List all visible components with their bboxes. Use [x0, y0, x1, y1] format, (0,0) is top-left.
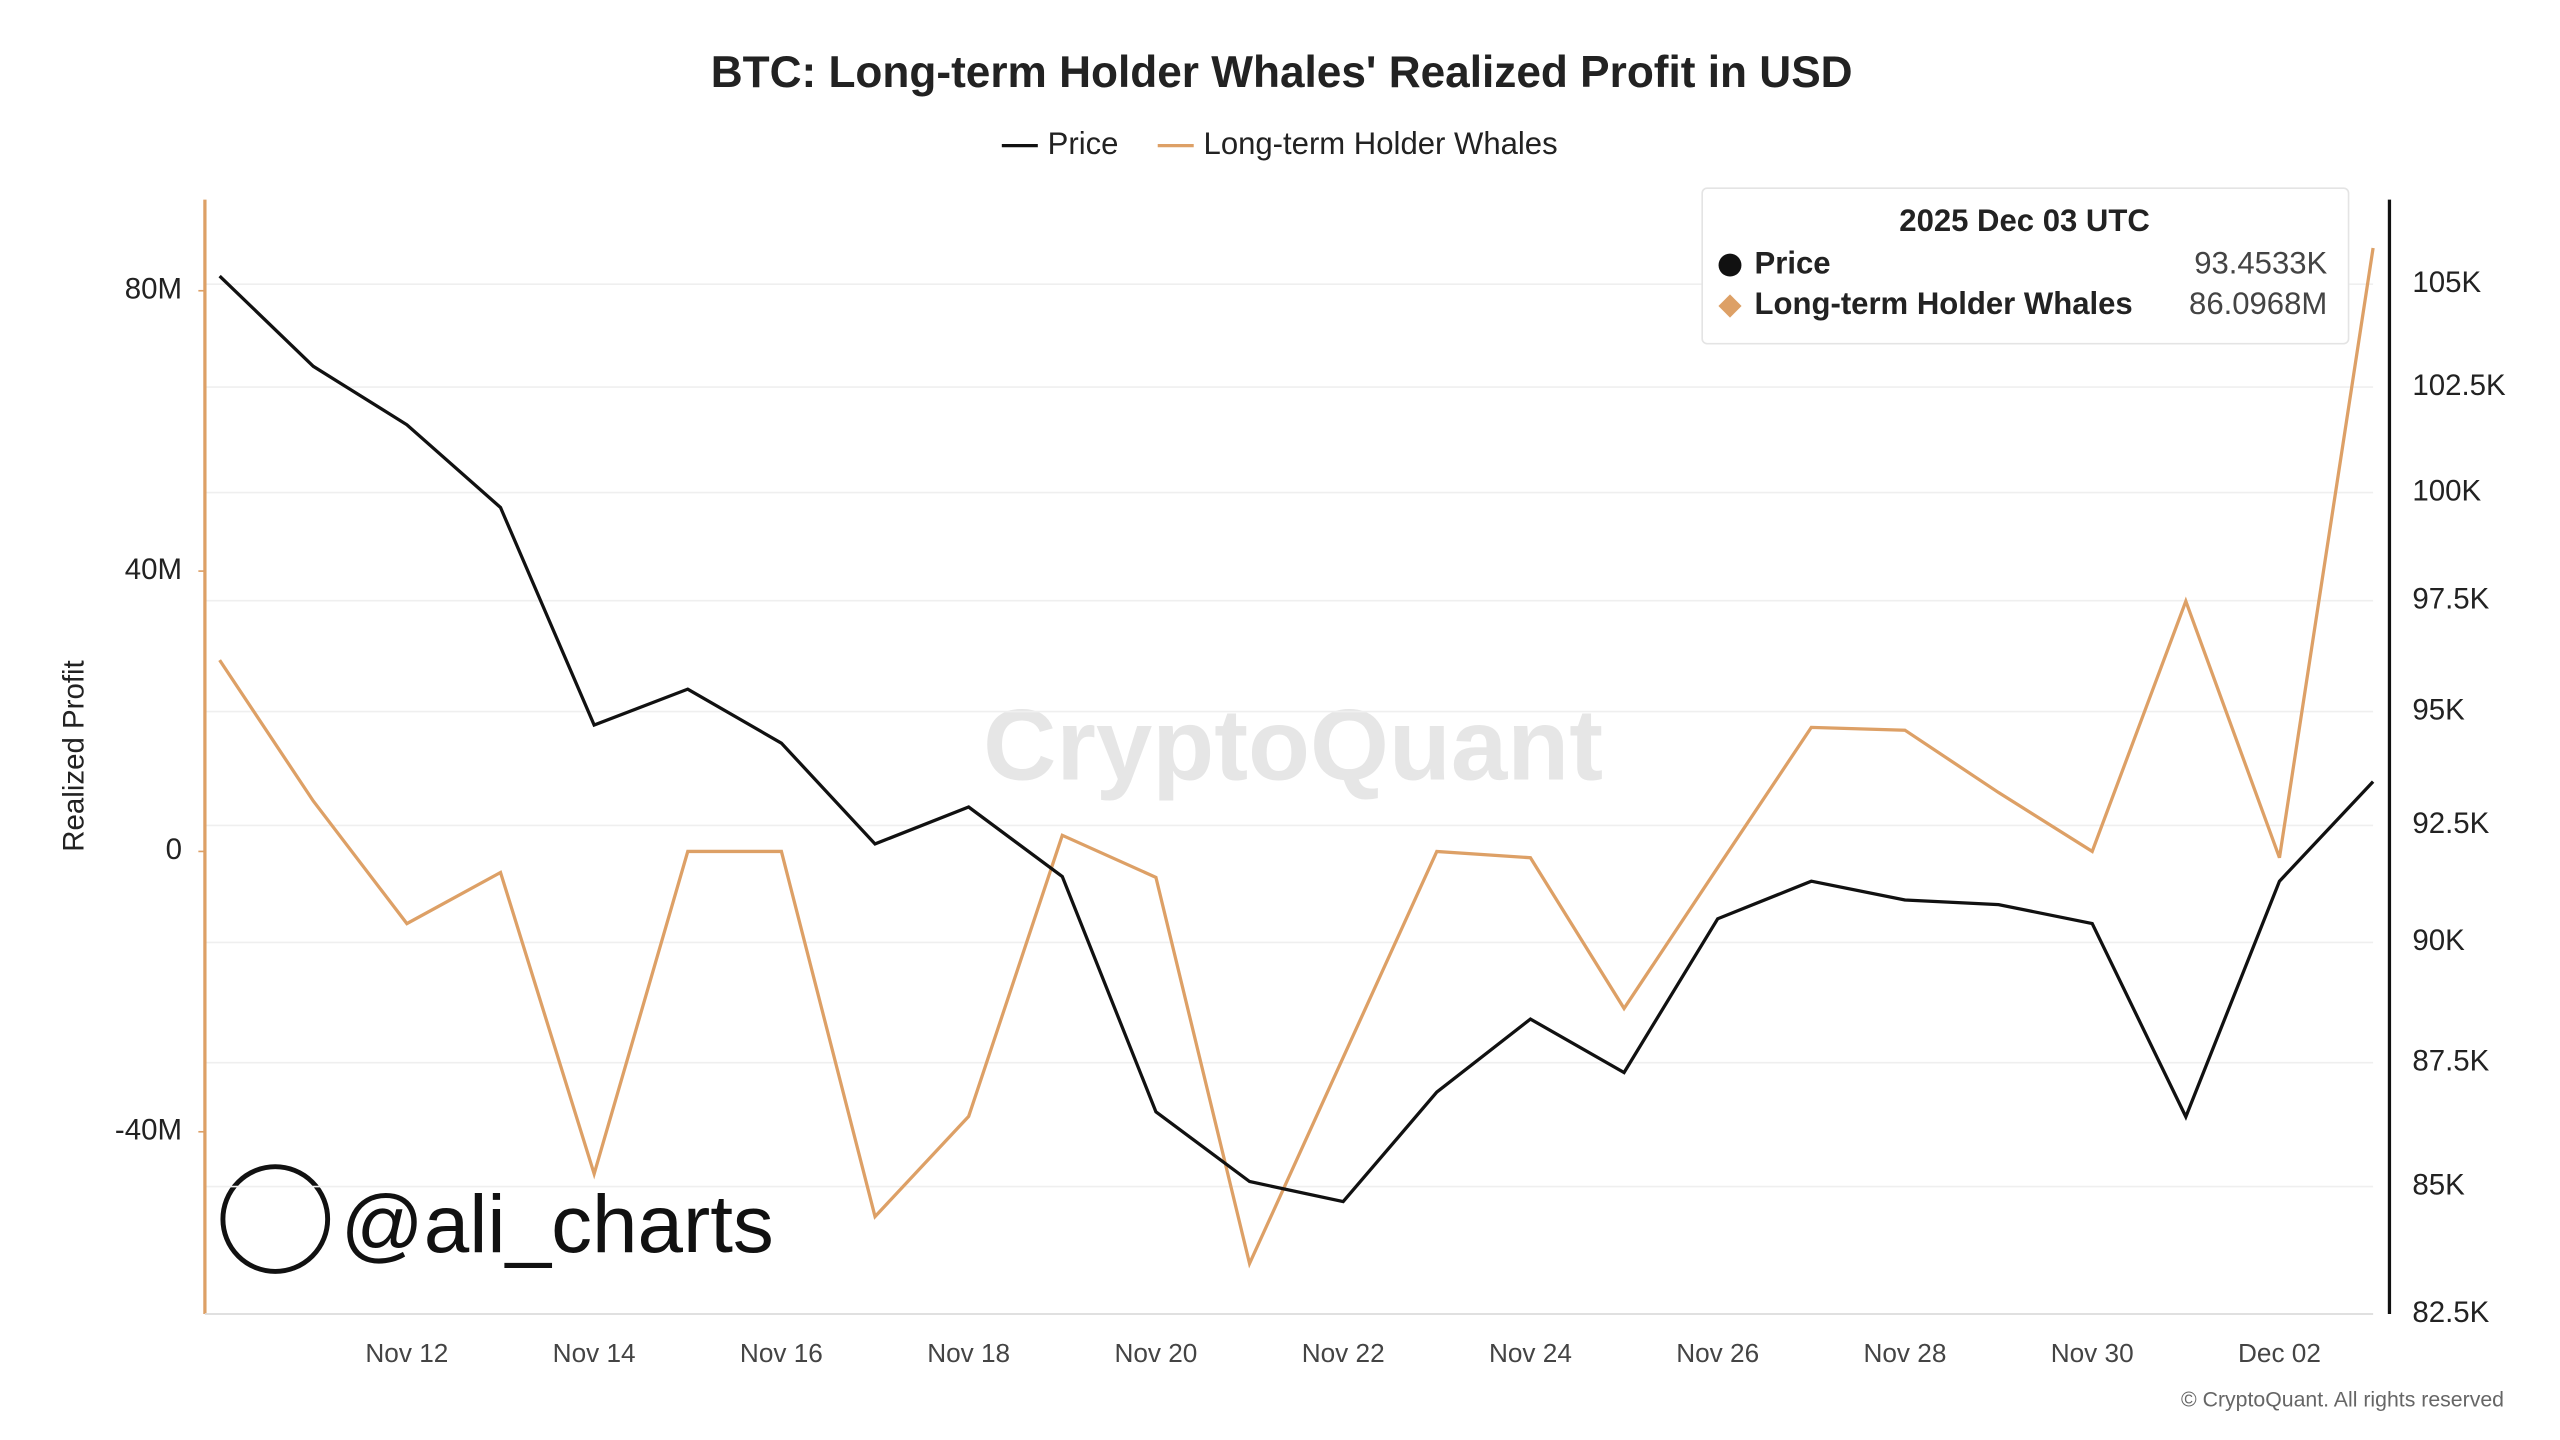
- tooltip: 2025 Dec 03 UTC Price 93.4533K Long-term Ho…: [1701, 187, 2350, 345]
- x-tick-label: Nov 16: [740, 1338, 823, 1368]
- y2-tick-label: 87.5K: [2412, 1045, 2489, 1078]
- y2-tick-label: 100K: [2412, 474, 2481, 507]
- y2-tick-label: 102.5K: [2412, 369, 2506, 402]
- tooltip-name: Price: [1755, 245, 1831, 280]
- series-line: [218, 274, 2375, 1204]
- y2-tick-label: 92.5K: [2412, 807, 2489, 840]
- y-axis-label: Realized Profit: [57, 660, 90, 851]
- y2-tick-label: 82.5K: [2412, 1296, 2489, 1329]
- handle: @ali_charts: [341, 1179, 774, 1270]
- y-tick-label: 80M: [125, 273, 182, 306]
- legend-label: Price: [1048, 126, 1119, 161]
- legend: Price Long-term Holder Whales: [1001, 126, 1558, 161]
- x-tick-label: Nov 12: [365, 1338, 448, 1368]
- tooltip-marker: [1718, 294, 1742, 318]
- handle-badge: @ali_charts: [220, 1164, 774, 1274]
- y-tick-label: 40M: [125, 553, 182, 586]
- tooltip-value: 86.0968M: [2189, 286, 2327, 321]
- avatar: [220, 1164, 331, 1274]
- x-tick-label: Nov 14: [553, 1338, 636, 1368]
- y2-tick-label: 97.5K: [2412, 582, 2489, 615]
- x-tick-label: Nov 24: [1489, 1338, 1572, 1368]
- x-tick-label: Nov 26: [1676, 1338, 1759, 1368]
- legend-label: Long-term Holder Whales: [1204, 126, 1558, 161]
- chart-title: BTC: Long-term Holder Whales' Realized P…: [711, 48, 1853, 97]
- y2-tick-label: 105K: [2412, 266, 2481, 299]
- tooltip-value: 93.4533K: [2194, 245, 2327, 280]
- y2-tick-label: 90K: [2412, 924, 2465, 957]
- tooltip-marker: [1718, 253, 1742, 277]
- tooltip-title: 2025 Dec 03 UTC: [1899, 203, 2150, 238]
- x-tick-label: Nov 22: [1302, 1338, 1385, 1368]
- y-tick-label: 0: [166, 833, 182, 866]
- copyright: © CryptoQuant. All rights reserved: [2181, 1387, 2504, 1411]
- y2-tick-label: 85K: [2412, 1168, 2465, 1201]
- x-tick-label: Dec 02: [2238, 1338, 2321, 1368]
- x-tick-label: Nov 28: [1863, 1338, 1946, 1368]
- watermark: CryptoQuant: [983, 689, 1603, 802]
- y2-tick-label: 95K: [2412, 693, 2465, 726]
- tooltip-box: [1701, 187, 2350, 345]
- x-tick-label: Nov 20: [1114, 1338, 1197, 1368]
- y-tick-label: -40M: [115, 1114, 182, 1147]
- series-line: [218, 247, 2375, 1269]
- tooltip-name: Long-term Holder Whales: [1755, 286, 2133, 321]
- x-tick-label: Nov 18: [927, 1338, 1010, 1368]
- x-tick-label: Nov 30: [2051, 1338, 2134, 1368]
